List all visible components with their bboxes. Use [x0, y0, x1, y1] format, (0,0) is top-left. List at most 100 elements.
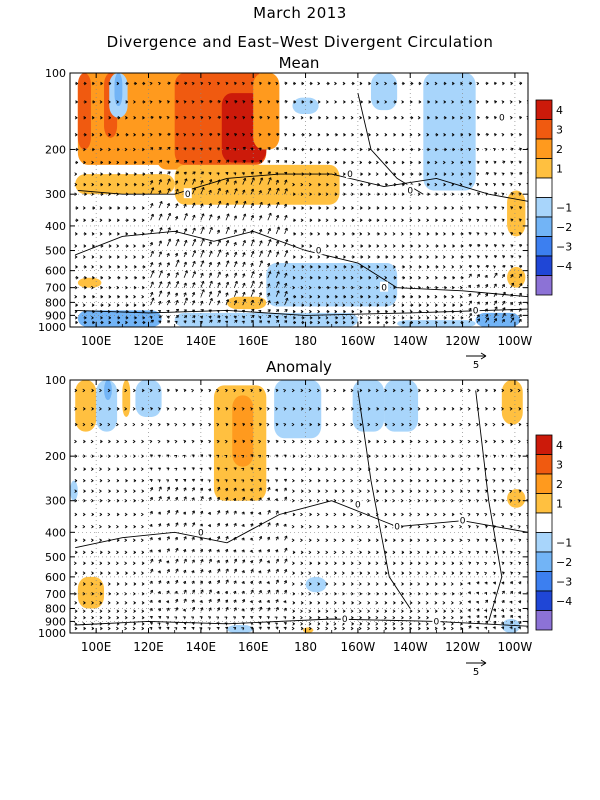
wind-vector-head	[384, 244, 387, 248]
wind-vector-head	[116, 285, 120, 290]
wind-vector-head	[267, 227, 272, 231]
wind-vector-head	[518, 255, 522, 259]
wind-vector-head	[200, 607, 204, 611]
wind-vector-head	[182, 608, 186, 612]
wind-vector-head	[216, 81, 220, 86]
wind-vector-head	[417, 489, 421, 493]
wind-vector-head	[501, 489, 505, 493]
wind-vector-head	[300, 615, 303, 620]
wind-vector-head	[392, 206, 396, 210]
wind-vector-head	[166, 160, 170, 164]
wind-vector-head	[443, 115, 447, 120]
wind-vector-head	[275, 558, 279, 562]
wind-vector-head	[150, 407, 153, 411]
wind-vector-head	[133, 622, 136, 626]
wind-vector-head	[83, 439, 86, 444]
wind-vector-head	[434, 592, 438, 596]
wind-vector-head	[167, 238, 172, 242]
wind-vector-head	[208, 607, 212, 611]
wind-vector-head	[241, 388, 245, 393]
wind-vector-head	[519, 264, 523, 269]
wind-vector-head	[342, 524, 345, 529]
wind-vector-head	[309, 422, 312, 427]
wind-vector-head	[241, 627, 245, 631]
wind-vector-head	[451, 467, 455, 471]
wind-vector-head	[351, 132, 354, 137]
wind-vector-head	[401, 206, 405, 210]
wind-vector-head	[368, 320, 371, 325]
wind-vector-head	[166, 548, 170, 552]
wind-vector	[175, 558, 179, 564]
wind-vector-head	[318, 265, 321, 269]
wind-vector-head	[83, 294, 87, 299]
wind-vector-head	[384, 81, 387, 86]
wind-vector	[192, 227, 196, 235]
y-tick-label: 900	[45, 309, 66, 322]
wind-vector-head	[100, 294, 104, 299]
wind-vector-head	[159, 290, 163, 294]
shaded-region	[274, 380, 322, 439]
wind-vector-head	[426, 232, 430, 236]
contour-label-bg	[406, 184, 415, 195]
wind-vector-head	[368, 285, 371, 290]
wind-vector-head	[167, 212, 172, 216]
wind-vector	[158, 496, 162, 501]
wind-vector-head	[99, 388, 102, 393]
wind-vector-head	[350, 100, 354, 104]
wind-vector-head	[467, 582, 471, 586]
wind-vector-head	[149, 133, 153, 137]
wind-vector-head	[224, 316, 228, 320]
wind-vector-head	[425, 422, 429, 427]
wind-vector-head	[133, 571, 136, 575]
wind-vector-head	[208, 315, 212, 319]
wind-vector-head	[451, 422, 455, 427]
wind-vector-head	[485, 160, 489, 164]
wind-vector-head	[233, 580, 237, 584]
wind-vector-head	[108, 439, 111, 444]
wind-vector-head	[519, 81, 523, 86]
wind-vector-head	[501, 561, 505, 565]
wind-vector-head	[351, 489, 354, 493]
wind-vector-head	[385, 255, 389, 259]
wind-vector-head	[484, 232, 488, 236]
wind-vector-head	[493, 232, 497, 236]
wind-vector	[183, 261, 187, 268]
wind-vector-head	[425, 439, 429, 444]
wind-vector-head	[159, 227, 163, 231]
wind-vector-head	[426, 294, 430, 299]
wind-vector-head	[284, 282, 288, 286]
wind-vector-head	[241, 467, 245, 471]
wind-vector-head	[477, 244, 481, 248]
wind-vector	[200, 273, 204, 278]
wind-vector-head	[501, 439, 505, 444]
wind-vector-head	[342, 316, 346, 320]
wind-vector-head	[125, 115, 128, 120]
wind-vector-head	[250, 81, 254, 86]
wind-vector-head	[351, 160, 354, 165]
wind-vector-head	[174, 180, 179, 184]
wind-vector	[259, 298, 263, 306]
wind-vector-head	[426, 538, 429, 543]
wind-vector-head	[183, 171, 187, 175]
wind-vector-head	[175, 203, 179, 207]
wind-vector	[217, 215, 220, 221]
wind-vector-head	[367, 192, 371, 196]
wind-vector-head	[400, 601, 404, 605]
wind-vector-head	[394, 100, 397, 104]
wind-vector-head	[401, 232, 404, 236]
wind-vector-head	[100, 439, 103, 444]
wind-vector-head	[308, 489, 312, 493]
wind-vector-head	[159, 200, 163, 204]
wind-vector-head	[341, 571, 345, 575]
wind-vector-head	[368, 115, 371, 120]
colorbar-label: 1	[556, 162, 563, 175]
wind-vector-head	[350, 550, 353, 555]
wind-vector-head	[342, 601, 346, 605]
wind-vector	[166, 300, 170, 306]
wind-vector-head	[426, 388, 429, 393]
wind-vector-head	[358, 489, 362, 493]
wind-vector-head	[267, 132, 271, 137]
wind-vector-head	[241, 537, 245, 541]
wind-vector-head	[258, 535, 263, 539]
wind-vector-head	[350, 182, 354, 187]
